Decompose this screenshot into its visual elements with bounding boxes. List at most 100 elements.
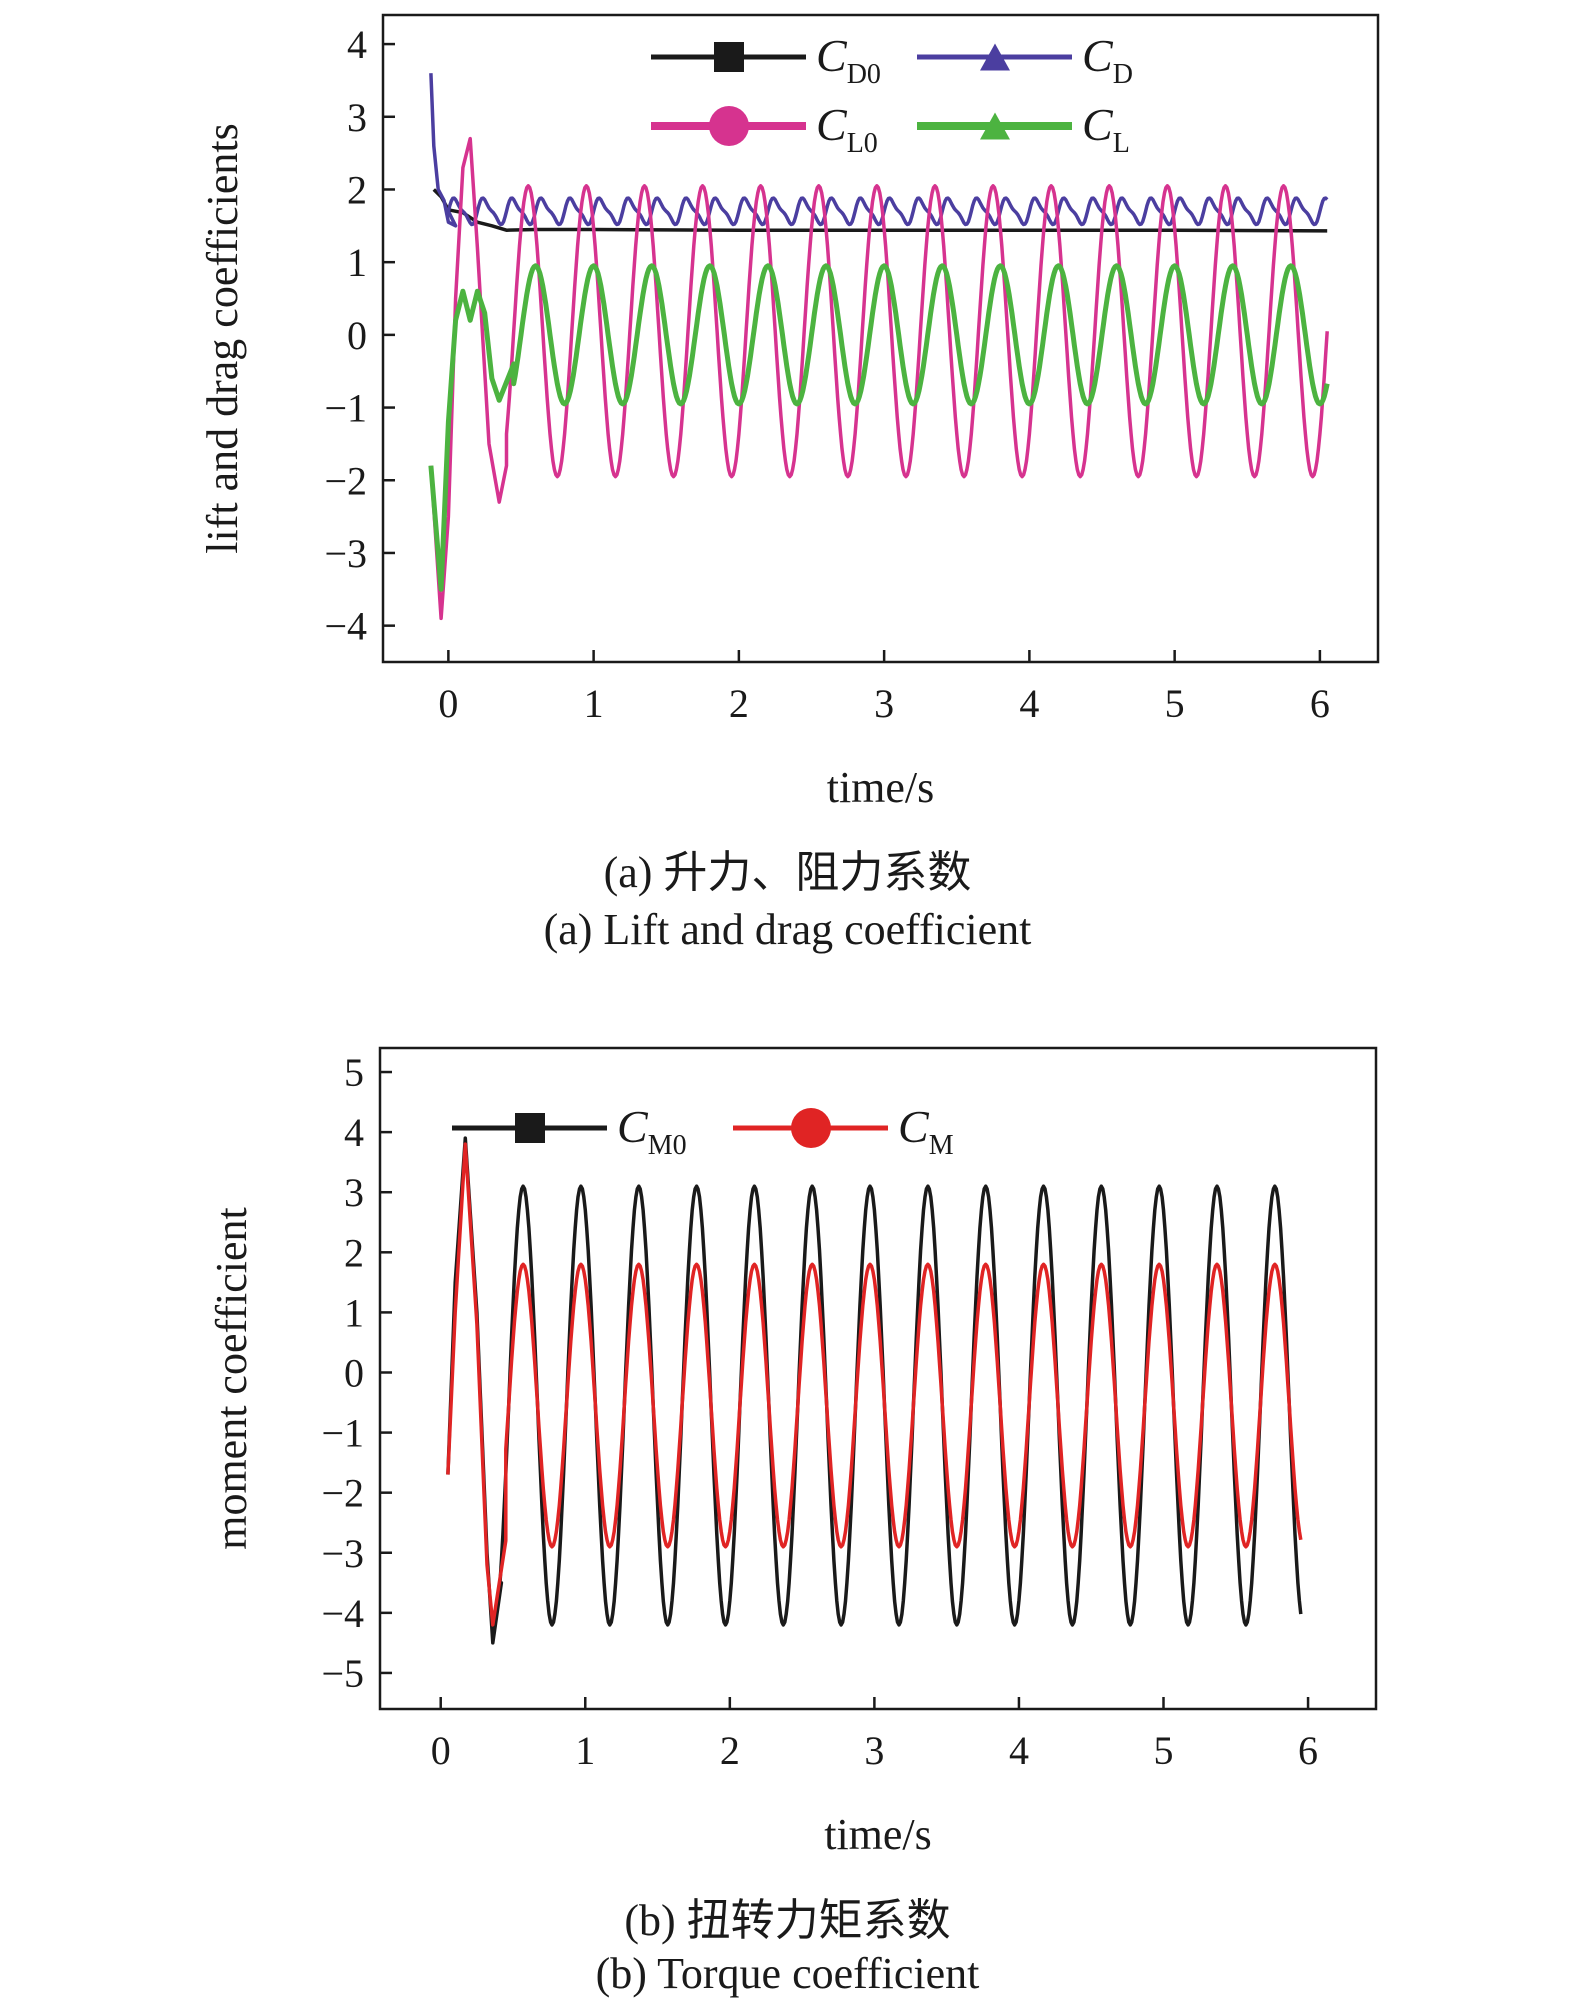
y-tick-label: −4 <box>324 604 367 649</box>
x-tick-label: 6 <box>1310 681 1330 726</box>
y-tick: −4 <box>321 1591 392 1636</box>
caption-b-zh: (b) 扭转力矩系数 <box>624 1896 951 1945</box>
legend-label: CD <box>1082 30 1133 90</box>
y-tick-label: 4 <box>347 22 367 67</box>
x-axis-title: time/s <box>824 1810 932 1859</box>
y-tick-label: −3 <box>324 531 367 576</box>
y-tick: −3 <box>324 531 395 576</box>
legend-label: CL <box>1082 99 1130 159</box>
legend-label: CD0 <box>816 30 881 90</box>
x-tick: 1 <box>584 650 604 726</box>
x-tick-label: 4 <box>1019 681 1039 726</box>
x-tick: 4 <box>1009 1697 1029 1773</box>
x-axis-title: time/s <box>827 763 935 812</box>
x-tick-label: 1 <box>584 681 604 726</box>
x-tick: 2 <box>720 1697 740 1773</box>
y-tick-label: 2 <box>347 167 367 212</box>
legend-marker-0 <box>515 1113 545 1143</box>
y-tick-label: −2 <box>324 458 367 503</box>
y-tick: 2 <box>347 167 395 212</box>
caption-b-en: (b) Torque coefficient <box>595 1949 980 1998</box>
y-tick-label: 3 <box>344 1170 364 1215</box>
x-tick-label: 3 <box>864 1728 884 1773</box>
legend-item-c-d0: CD0 <box>651 30 881 90</box>
x-tick: 0 <box>438 650 458 726</box>
y-tick-label: 1 <box>347 240 367 285</box>
caption-a-zh: (a) 升力、阻力系数 <box>603 848 972 897</box>
y-tick: −2 <box>321 1471 392 1516</box>
y-tick: −3 <box>321 1531 392 1576</box>
y-tick-label: 3 <box>347 95 367 140</box>
y-tick-label: −3 <box>321 1531 364 1576</box>
y-tick: 4 <box>347 22 395 67</box>
y-tick: 3 <box>347 95 395 140</box>
y-tick: 0 <box>344 1350 392 1395</box>
legend-marker-1 <box>980 43 1010 71</box>
y-tick-label: −1 <box>324 386 367 431</box>
y-tick-label: 5 <box>344 1050 364 1095</box>
y-tick-label: 1 <box>344 1290 364 1335</box>
x-tick-label: 0 <box>431 1728 451 1773</box>
y-tick-label: −2 <box>321 1471 364 1516</box>
y-tick-label: 0 <box>344 1350 364 1395</box>
y-tick: 0 <box>347 313 395 358</box>
x-tick: 5 <box>1165 650 1185 726</box>
y-tick-label: −4 <box>321 1591 364 1636</box>
x-tick: 4 <box>1019 650 1039 726</box>
legend-marker-1 <box>791 1108 831 1148</box>
x-tick-label: 4 <box>1009 1728 1029 1773</box>
legend-item-c-l: CL <box>917 99 1130 159</box>
x-tick-label: 0 <box>438 681 458 726</box>
y-tick: −1 <box>321 1411 392 1456</box>
y-tick: 3 <box>344 1170 392 1215</box>
plot-frame <box>381 13 1380 664</box>
legend-label: CM <box>898 1101 954 1161</box>
y-tick: 1 <box>344 1290 392 1335</box>
legend-marker-3 <box>980 112 1010 140</box>
y-tick-label: 0 <box>347 313 367 358</box>
x-tick-label: 1 <box>575 1728 595 1773</box>
y-tick: 5 <box>344 1050 392 1095</box>
series-line-c-l <box>428 263 1330 592</box>
x-tick: 0 <box>431 1697 451 1773</box>
legend-item-c-l0: CL0 <box>651 99 878 159</box>
legend-item-c-m: CM <box>733 1101 954 1161</box>
y-tick: −2 <box>324 458 395 503</box>
y-tick-label: 2 <box>344 1230 364 1275</box>
y-tick: −1 <box>324 386 395 431</box>
y-tick: 4 <box>344 1110 392 1155</box>
series-line-c-m <box>446 1142 1303 1627</box>
x-tick: 6 <box>1298 1697 1318 1773</box>
y-tick: −4 <box>324 604 395 649</box>
chart-panel-a: 4 3 2 1 0 −1 −2 −3 −4 0 1 2 3 4 5 6 time/s lift and drag … <box>198 13 1380 812</box>
y-tick: −5 <box>321 1651 392 1696</box>
x-tick: 6 <box>1310 650 1330 726</box>
legend-item-c-m0: CM0 <box>452 1101 687 1161</box>
x-tick-label: 5 <box>1165 681 1185 726</box>
x-tick-label: 6 <box>1298 1728 1318 1773</box>
x-tick-label: 2 <box>720 1728 740 1773</box>
y-tick-label: −1 <box>321 1411 364 1456</box>
caption-a-en: (a) Lift and drag coefficient <box>543 905 1032 954</box>
x-tick-label: 3 <box>874 681 894 726</box>
x-tick-label: 2 <box>729 681 749 726</box>
x-tick-label: 5 <box>1154 1728 1174 1773</box>
x-tick: 2 <box>729 650 749 726</box>
series-line-c-d <box>429 73 1329 228</box>
legend-label: CL0 <box>816 99 878 159</box>
y-tick-label: 4 <box>344 1110 364 1155</box>
series-line-c-l0 <box>429 136 1329 621</box>
legend-item-c-d: CD <box>917 30 1133 90</box>
legend-marker-0 <box>714 42 744 72</box>
x-tick: 3 <box>864 1697 884 1773</box>
x-tick: 5 <box>1154 1697 1174 1773</box>
y-tick: 2 <box>344 1230 392 1275</box>
y-tick: 1 <box>347 240 395 285</box>
plot-frame <box>378 1046 1378 1711</box>
x-tick: 3 <box>874 650 894 726</box>
y-axis-title: moment coefficient <box>207 1207 256 1550</box>
chart-panel-b: 5 4 3 2 1 0 −1 −2 −3 −4 −5 0 1 2 3 4 5 6 time/s moment coef… <box>207 1046 1378 1859</box>
y-axis-title: lift and drag coefficients <box>198 123 247 553</box>
y-tick-label: −5 <box>321 1651 364 1696</box>
